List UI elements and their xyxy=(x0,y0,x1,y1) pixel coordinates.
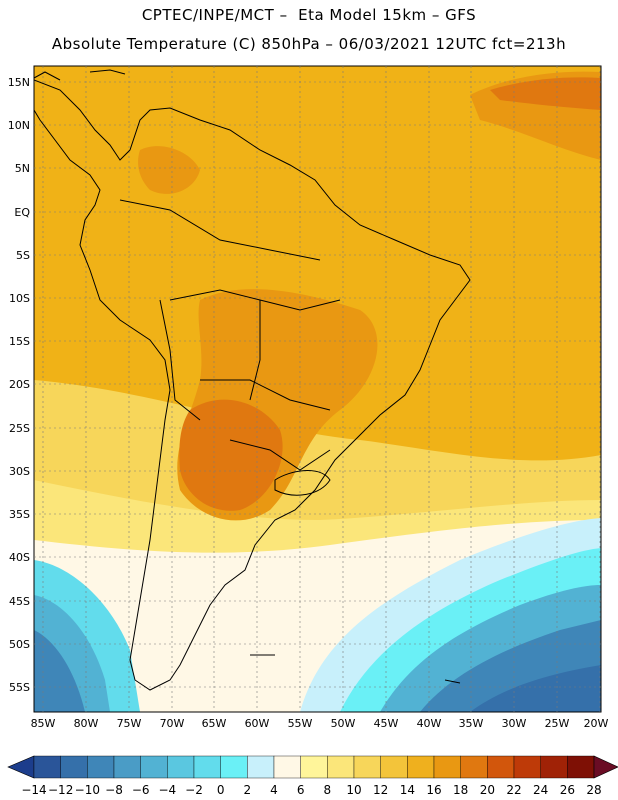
colorbar-arrow-high xyxy=(593,755,618,779)
field-pacific-coldest xyxy=(34,630,85,712)
lat-label: 10N xyxy=(8,119,30,132)
lat-label: 35S xyxy=(9,508,30,521)
colorbar-label: −10 xyxy=(75,783,100,797)
lon-label: 65W xyxy=(202,717,227,730)
colorbar-swatch xyxy=(167,755,195,779)
colorbar-swatch xyxy=(327,755,355,779)
colorbar-label: 16 xyxy=(426,783,441,797)
colorbar-label: −2 xyxy=(185,783,203,797)
colorbar-swatch xyxy=(33,755,61,779)
field-atlantic-deep-cold xyxy=(470,665,601,712)
colorbar-label: 8 xyxy=(324,783,332,797)
lon-label: 55W xyxy=(288,717,313,730)
lon-label: 45W xyxy=(374,717,399,730)
lat-label: 5S xyxy=(16,249,30,262)
colorbar-swatch xyxy=(407,755,435,779)
colorbar-swatch xyxy=(87,755,115,779)
lon-label: 20W xyxy=(584,717,609,730)
colorbar-label: −4 xyxy=(158,783,176,797)
latitude-labels: 15N 10N 5N EQ 5S 10S 15S 20S 25S 30S 35S… xyxy=(8,76,31,694)
lat-label: EQ xyxy=(14,206,30,219)
south-georgia xyxy=(444,679,461,684)
colorbar-labels: −14 −12 −10 −8 −6 −4 −2 0 2 4 6 8 10 12 14 16 18 20 22 24 26… xyxy=(21,783,601,797)
colorbar-label: 12 xyxy=(373,783,388,797)
colorbar-label: −14 xyxy=(21,783,46,797)
colorbar-label: 22 xyxy=(506,783,521,797)
colorbar-label: −12 xyxy=(48,783,73,797)
lon-label: 75W xyxy=(117,717,142,730)
lat-label: 55S xyxy=(9,681,30,694)
colorbar: −14 −12 −10 −8 −6 −4 −2 0 2 4 6 8 10 12 14 16 18 20 22 24 26… xyxy=(7,755,618,797)
colorbar-swatch xyxy=(193,755,221,779)
lon-label: 60W xyxy=(245,717,270,730)
colorbar-swatches xyxy=(7,755,618,779)
colorbar-label: 0 xyxy=(217,783,225,797)
lat-label: 15S xyxy=(9,335,30,348)
colorbar-label: 20 xyxy=(480,783,495,797)
field-ne-hot xyxy=(490,77,601,110)
colorbar-label: 28 xyxy=(586,783,601,797)
lat-label: 30S xyxy=(9,465,30,478)
lon-label: 35W xyxy=(459,717,484,730)
south-america-coast xyxy=(34,79,471,691)
colorbar-label: 2 xyxy=(244,783,252,797)
colorbar-label: 24 xyxy=(533,783,548,797)
field-nw-warm xyxy=(138,146,200,194)
colorbar-label: 18 xyxy=(453,783,468,797)
lat-label: 45S xyxy=(9,595,30,608)
colorbar-swatch xyxy=(273,755,301,779)
central-america xyxy=(34,71,61,81)
lat-label: 15N xyxy=(8,76,30,89)
longitude-labels: 85W 80W 75W 70W 65W 60W 55W 50W 45W 40W … xyxy=(31,717,609,730)
colorbar-swatch xyxy=(433,755,461,779)
colorbar-swatch xyxy=(60,755,88,779)
lat-label: 20S xyxy=(9,378,30,391)
colorbar-swatch xyxy=(300,755,328,779)
colorbar-label: −6 xyxy=(132,783,150,797)
caribbean-islands xyxy=(89,69,126,75)
border-central xyxy=(200,379,331,411)
colorbar-arrow-low xyxy=(7,755,35,779)
lon-label: 70W xyxy=(160,717,185,730)
border-north xyxy=(119,199,321,261)
colorbar-swatch xyxy=(113,755,141,779)
lat-label: 50S xyxy=(9,638,30,651)
map-frame xyxy=(33,65,602,713)
lat-label: 40S xyxy=(9,551,30,564)
river-plate xyxy=(274,470,331,496)
lat-label: 10S xyxy=(9,292,30,305)
lat-label: 25S xyxy=(9,422,30,435)
lon-label: 30W xyxy=(502,717,527,730)
colorbar-swatch xyxy=(380,755,408,779)
colorbar-swatch xyxy=(460,755,488,779)
colorbar-label: 26 xyxy=(560,783,575,797)
colorbar-swatch xyxy=(247,755,275,779)
colorbar-swatch xyxy=(513,755,541,779)
lon-label: 25W xyxy=(545,717,570,730)
lat-label: 5N xyxy=(15,162,30,175)
border-andes xyxy=(159,299,201,421)
colorbar-swatch xyxy=(567,755,595,779)
colorbar-swatch xyxy=(220,755,248,779)
colorbar-swatch xyxy=(540,755,568,779)
colorbar-swatch xyxy=(353,755,381,779)
colorbar-swatch xyxy=(487,755,515,779)
lon-label: 50W xyxy=(331,717,356,730)
temperature-field xyxy=(34,66,601,712)
colorbar-swatch xyxy=(140,755,168,779)
lon-label: 85W xyxy=(31,717,56,730)
temperature-map: 15N 10N 5N EQ 5S 10S 15S 20S 25S 30S 35S… xyxy=(8,65,609,730)
colorbar-label: 4 xyxy=(270,783,278,797)
border-paraguay xyxy=(249,300,261,401)
lon-label: 40W xyxy=(417,717,442,730)
border-south xyxy=(229,439,331,471)
map-title-line-1: CPTEC/INPE/MCT – Eta Model 15km – GFS xyxy=(141,6,477,24)
lon-label: 80W xyxy=(74,717,99,730)
map-title-line-2: Absolute Temperature (C) 850hPa – 06/03/… xyxy=(51,35,567,53)
coastlines xyxy=(34,69,471,691)
colorbar-label: 6 xyxy=(297,783,305,797)
colorbar-label: 10 xyxy=(346,783,361,797)
colorbar-label: 14 xyxy=(400,783,415,797)
colorbar-label: −8 xyxy=(105,783,123,797)
